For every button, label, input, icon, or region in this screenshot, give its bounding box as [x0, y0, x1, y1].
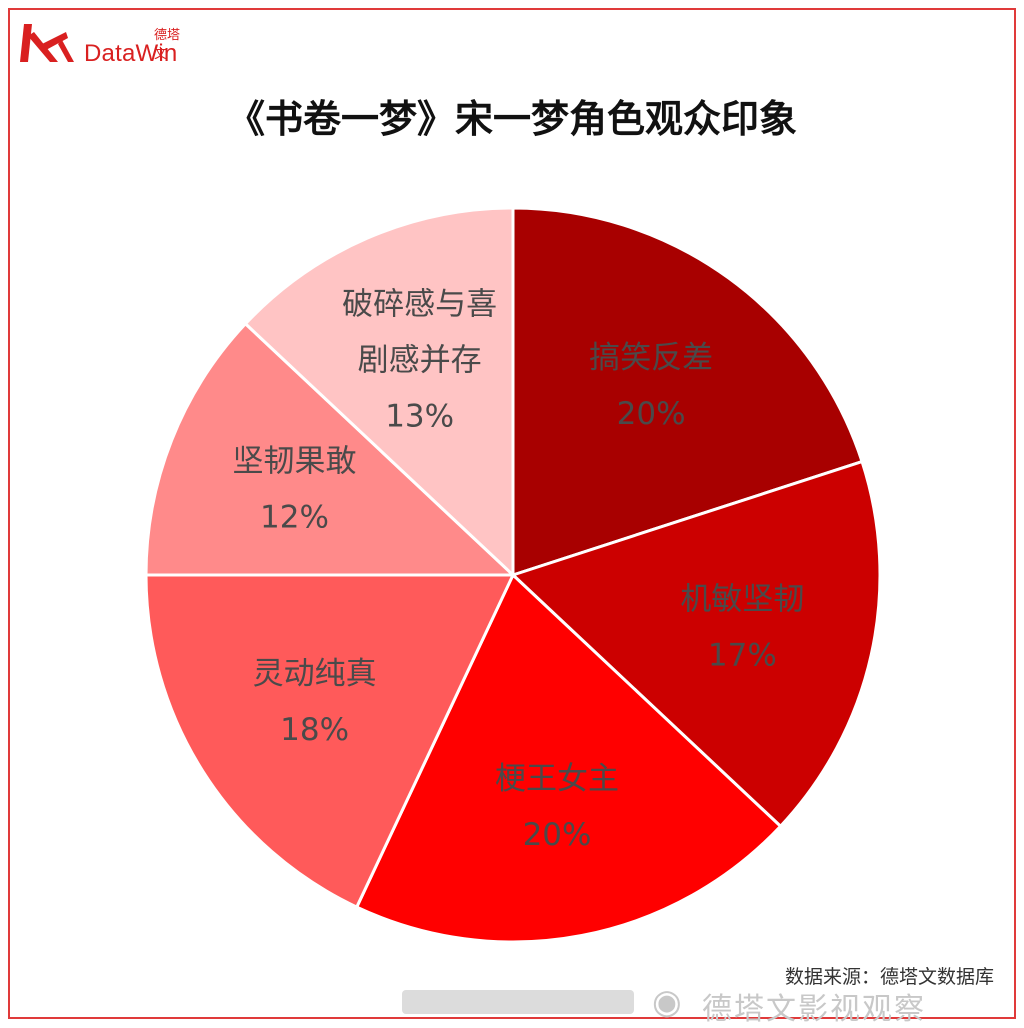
pie-slice-0	[511, 206, 864, 578]
pie-slice-1	[510, 459, 882, 829]
pie-slice-3	[144, 573, 516, 910]
slice-category-label-0: 搞笑反差	[589, 340, 713, 376]
watermark: ◉ 德塔文影视观察	[402, 982, 1016, 1027]
logo-cn-text: 德塔文	[154, 28, 181, 62]
slice-pct-label-0: 20%	[617, 396, 686, 432]
weibo-icon: ◉	[652, 982, 682, 1022]
pie-slice-5	[243, 206, 515, 579]
slice-category-label-1: 机敏坚韧	[680, 581, 804, 617]
slice-category-label-5: 破碎感与喜	[342, 286, 497, 322]
slice-category-label-3: 灵动纯真	[253, 656, 377, 692]
logo-en-text: DataWin	[84, 40, 178, 67]
datawin-logo: 德塔文 DataWin	[18, 16, 188, 72]
slice-pct-label-3: 18%	[280, 712, 349, 748]
watermark-text: 德塔文影视观察	[702, 992, 926, 1027]
slice-category-label-2: 梗王女主	[495, 761, 619, 797]
watermark-redacted-bar	[402, 990, 634, 1014]
slice-category-label-4: 坚韧果敢	[233, 443, 357, 479]
chart-title: 《书卷一梦》宋一梦角色观众印象	[226, 97, 797, 141]
slice-pct-label-2: 20%	[523, 817, 592, 853]
slice-pct-label-5: 13%	[385, 398, 454, 434]
pie-slice-2	[354, 572, 783, 944]
slice-category-label-5: 剧感并存	[358, 342, 482, 378]
slice-pct-label-4: 12%	[260, 499, 329, 535]
pie-slice-4	[144, 321, 517, 577]
datawin-logo-icon	[20, 24, 74, 62]
data-source: 数据来源：德塔文数据库	[784, 966, 994, 988]
slice-pct-label-1: 17%	[708, 637, 777, 673]
